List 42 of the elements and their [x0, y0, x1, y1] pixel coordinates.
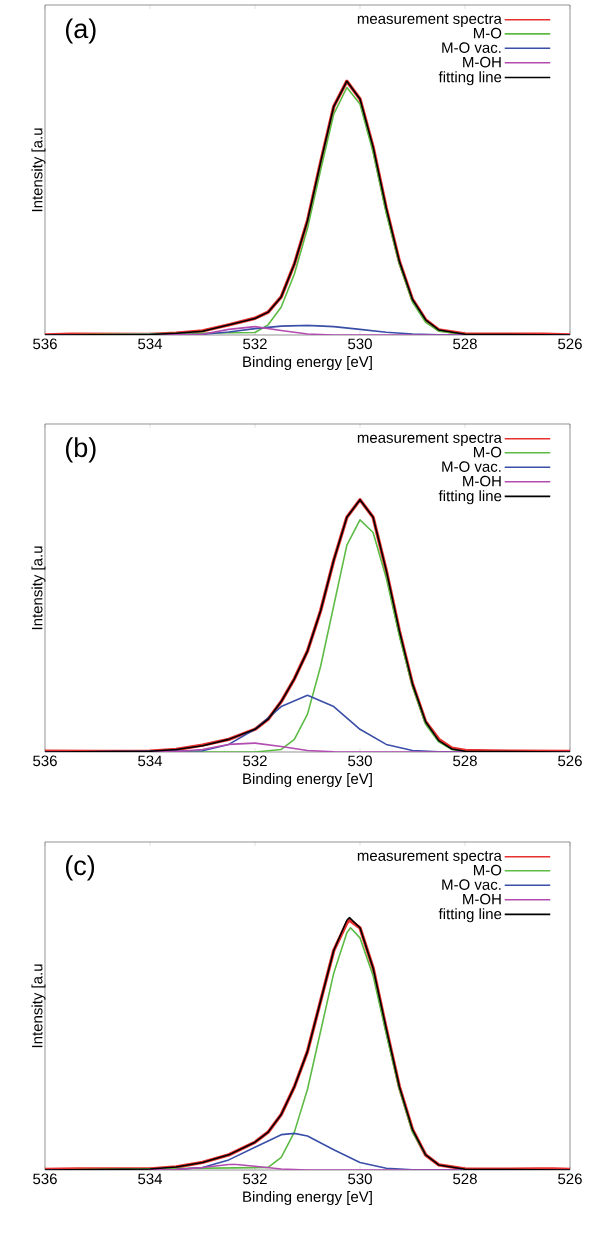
legend-label: M-OH: [463, 56, 501, 68]
legend-label: M-O: [473, 864, 502, 876]
x-tick-label: 526: [558, 338, 582, 350]
x-tick-label: 530: [348, 1173, 372, 1185]
legend-label: fitting line: [438, 490, 502, 505]
x-tick-label: 534: [138, 755, 163, 767]
text: (b): [65, 437, 96, 463]
legend-label: M-OH: [463, 475, 501, 487]
x-axis-title: Binding energy [eV]: [243, 356, 372, 370]
x-tick-label: 534: [138, 1173, 163, 1185]
legend-label: M-O vac.: [442, 461, 501, 472]
legend-label: fitting line: [438, 908, 502, 923]
x-tick-label: 536: [33, 1173, 57, 1185]
legend-label: measurement spectra: [357, 14, 502, 27]
x-tick-label: 526: [558, 1173, 582, 1185]
x-tick-label: 530: [348, 338, 372, 350]
text: (c): [65, 855, 95, 881]
y-axis-title: Intensity [a.u: [31, 964, 46, 1048]
x-tick-label: 532: [243, 1173, 267, 1185]
legend-label: M-O: [473, 446, 502, 458]
legend-label: M-O vac.: [442, 42, 501, 53]
x-tick-label: 532: [243, 338, 267, 350]
x-tick-label: 528: [453, 1173, 477, 1185]
x-axis-title: Binding energy [eV]: [243, 773, 372, 787]
legend-label: measurement spectra: [357, 433, 502, 446]
legend-label: measurement spectra: [357, 851, 502, 864]
y-axis-title: Intensity [a.u: [31, 546, 46, 630]
legend-label: M-O vac.: [442, 879, 501, 890]
x-tick-label: 536: [33, 755, 57, 767]
x-tick-label: 528: [453, 755, 477, 767]
x-tick-label: 532: [243, 755, 267, 767]
legend-label: M-O: [473, 27, 502, 39]
x-tick-label: 530: [348, 755, 372, 767]
legend-label: M-OH: [463, 893, 501, 905]
x-axis-title: Binding energy [eV]: [243, 1191, 372, 1205]
legend-label: fitting line: [438, 71, 502, 86]
text: (a): [65, 18, 96, 44]
x-tick-label: 534: [138, 338, 163, 350]
x-tick-label: 526: [558, 755, 582, 767]
x-tick-label: 536: [33, 338, 57, 350]
x-tick-label: 528: [453, 338, 477, 350]
y-axis-title: Intensity [a.u: [31, 128, 46, 212]
